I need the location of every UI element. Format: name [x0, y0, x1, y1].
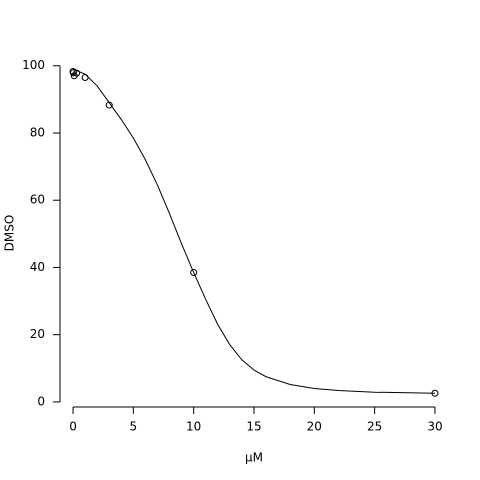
- y-tick-label: 60: [30, 193, 45, 207]
- x-tick-label: 25: [367, 420, 382, 434]
- y-tick-label: 100: [22, 58, 45, 72]
- y-axis-label: DMSO: [3, 215, 17, 252]
- x-tick-label: 30: [427, 420, 442, 434]
- x-axis-label: μM: [245, 451, 263, 465]
- y-tick-label: 20: [30, 327, 45, 341]
- fit-curve: [72, 68, 435, 394]
- x-tick-label: 5: [130, 420, 138, 434]
- x-tick-label: 10: [186, 420, 201, 434]
- y-tick-label: 0: [37, 394, 45, 408]
- data-point: [190, 269, 198, 277]
- x-tick-label: 0: [69, 420, 77, 434]
- data-point: [69, 69, 77, 77]
- x-tick-label: 20: [307, 420, 322, 434]
- x-tick-label: 15: [246, 420, 261, 434]
- y-tick-label: 40: [30, 260, 45, 274]
- y-tick-label: 80: [30, 125, 45, 139]
